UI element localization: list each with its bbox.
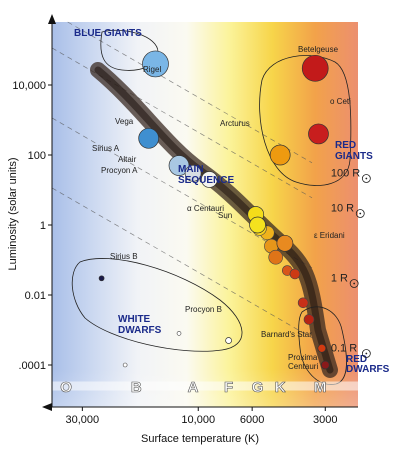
spectral-class-o: O [60, 379, 72, 396]
y-axis-title: Luminosity (solar units) [7, 157, 19, 270]
star-label-arcturus: Arcturus [220, 119, 250, 128]
star-point [289, 268, 301, 280]
star-point-procyon-a [201, 171, 218, 188]
region-label-red-dwarfs-line: DWARFS [346, 364, 390, 375]
y-tick-label: 100 [28, 150, 46, 162]
star-point-sirius-a [168, 155, 190, 176]
region-label-blue-giants: BLUE GIANTS [74, 28, 142, 39]
sun-symbol-dot [365, 177, 368, 180]
y-tick-label: 10,000 [12, 80, 46, 92]
radius-label: 100 R [331, 168, 360, 180]
star-label-barnards-star: Barnard's Star [261, 330, 312, 339]
region-label-main-sequence-line: SEQUENCE [178, 175, 234, 186]
sun-symbol-icon [361, 349, 371, 358]
star-point-rigel [142, 50, 169, 78]
plot-background-fade [52, 22, 358, 407]
x-tick-label: 10,000 [181, 414, 215, 426]
region-label-red-dwarfs: RED DWARFS [346, 354, 390, 375]
region-label-white-dwarfs-line: WHITE [118, 314, 151, 325]
star-point [268, 249, 283, 265]
star-labels: Betelgeuse Rigel Vega Sirius A Altair Pr… [92, 45, 351, 371]
star-point-betelgeuse [301, 54, 329, 82]
region-label-white-dwarfs: WHITE DWARFS [118, 314, 162, 336]
star-point-altair [184, 164, 202, 182]
star-label-proxima-centauri: Proxima Centauri [288, 353, 318, 371]
radius-labels: 100 R 10 R 1 R 0.1 R [331, 168, 371, 358]
star-point [122, 362, 128, 368]
x-axis-arrow-icon [42, 403, 52, 411]
x-tick-label: 3000 [313, 414, 337, 426]
spectral-class-a: A [188, 379, 199, 396]
star-point-proxima-centauri [320, 360, 330, 370]
star-label-sirius-a: Sirius A [92, 144, 120, 153]
star-label-proxima-centauri-line: Proxima [288, 353, 318, 362]
x-axis-title: Surface temperature (K) [141, 433, 259, 445]
spectral-class-g: G [252, 379, 264, 396]
star-label-vega: Vega [115, 117, 134, 126]
star-label-sun: Sun [218, 211, 232, 220]
main-sequence-band-core [94, 66, 334, 374]
sun-symbol-dot [359, 212, 362, 215]
radius-line [67, 21, 313, 164]
region-labels: BLUE GIANTS MAIN SEQUENCE RED GIANTS WHITE… [74, 28, 390, 375]
region-label-main-sequence: MAIN SEQUENCE [178, 164, 234, 186]
star-label-altair: Altair [118, 155, 137, 164]
spectral-class-m: M [314, 379, 327, 396]
star-label-o-ceti: o Ceti [330, 97, 351, 106]
white-dwarfs-outline [71, 258, 243, 352]
sun-symbol-icon [355, 209, 365, 218]
sun-symbol-dot [365, 352, 368, 355]
star-label-rigel: Rigel [143, 65, 161, 74]
x-ticks: 30,000 10,000 6000 3000 [66, 407, 338, 426]
star-label-procyon-b: Procyon B [185, 305, 222, 314]
star-point--eridani [276, 234, 294, 252]
radius-label: 0.1 R [331, 343, 357, 355]
star-point-sirius-b [98, 275, 105, 282]
spectral-class-b: B [131, 379, 142, 396]
star-point-sun [249, 216, 266, 234]
region-label-main-sequence-line: MAIN [178, 164, 204, 175]
spectral-class-f: F [224, 379, 233, 396]
star-label-epsilon-eridani: ε Eridani [314, 231, 345, 240]
star-point-barnard-s-star [317, 343, 327, 353]
x-tick-label: 6000 [240, 414, 264, 426]
sun-symbol-icon [349, 279, 359, 288]
star-point-o-ceti [308, 123, 329, 145]
region-label-red-giants: RED GIANTS [335, 140, 373, 162]
radius-label: 10 R [331, 203, 354, 215]
star-label-procyon-a: Procyon A [101, 166, 138, 175]
star-label-alpha-centauri: α Centauri [187, 204, 224, 213]
sun-symbol-icon [361, 174, 371, 183]
star-point [303, 314, 315, 325]
x-tick-label: 30,000 [66, 414, 100, 426]
star-point-arcturus [269, 144, 291, 166]
stars [98, 50, 330, 370]
star-point [176, 331, 182, 336]
radius-lines [51, 21, 313, 339]
star-label-sirius-b: Sirius B [110, 252, 138, 261]
y-tick-label: .0001 [18, 360, 46, 372]
region-label-red-dwarfs-line: RED [346, 354, 367, 365]
region-label-red-giants-line: GIANTS [335, 151, 373, 162]
y-tick-label: 0.01 [25, 290, 46, 302]
star-point-vega [138, 127, 160, 149]
star-label-proxima-centauri-line: Centauri [288, 362, 318, 371]
star-point [297, 297, 309, 309]
radius-label: 1 R [331, 273, 348, 285]
region-label-red-giants-line: RED [335, 140, 356, 151]
spectral-class-k: K [275, 379, 286, 396]
y-axis-arrow-icon [48, 14, 56, 24]
region-label-white-dwarfs-line: DWARFS [118, 325, 162, 336]
sun-symbol-dot [353, 282, 356, 285]
y-tick-label: 1 [40, 220, 46, 232]
star-label-betelgeuse: Betelgeuse [298, 45, 339, 54]
star-point-procyon-b [225, 337, 232, 344]
y-ticks: 10,000 100 1 0.01 .0001 [12, 80, 52, 372]
